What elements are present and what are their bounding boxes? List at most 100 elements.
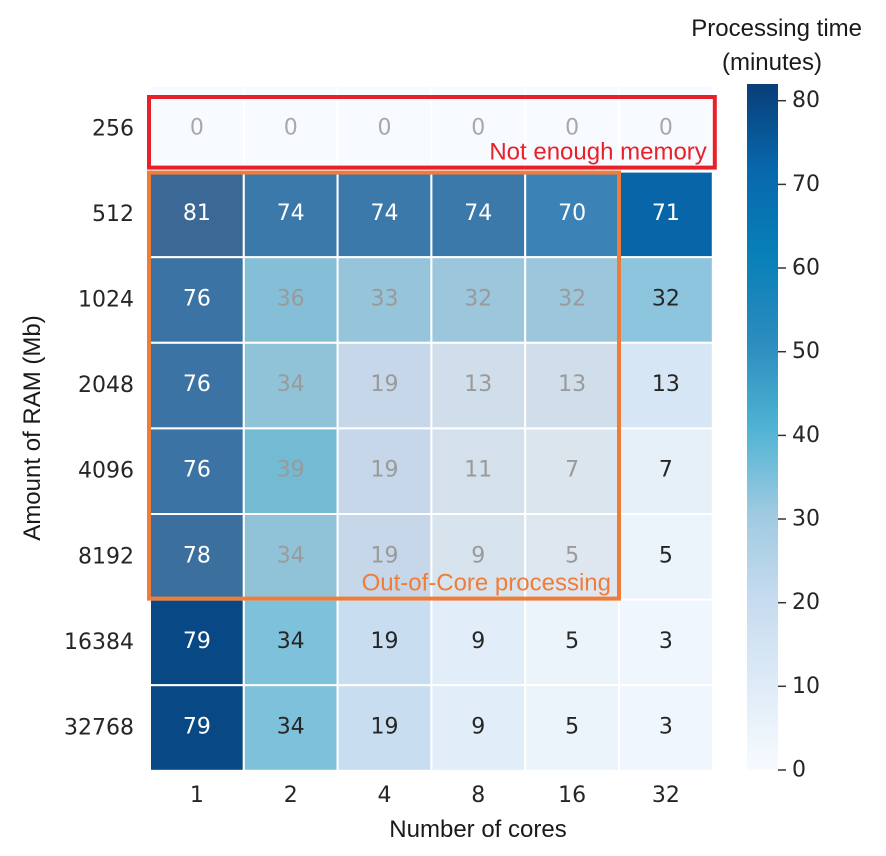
heatmap-cell [618, 427, 714, 515]
out-of-core-label: Out-of-Core processing [362, 570, 611, 597]
heatmap-cell-value: 9 [471, 629, 485, 654]
heatmap-cell-value: 13 [464, 372, 492, 397]
heatmap-cell [430, 684, 527, 772]
heatmap-cell [430, 427, 527, 515]
not-enough-memory-box [147, 95, 717, 170]
x-tick-labels: 1 2 4 8 16 32 [190, 783, 680, 808]
heatmap-cell [336, 427, 433, 515]
x-tick-label: 16 [558, 783, 586, 808]
heatmap-cell [524, 341, 621, 430]
heatmap-cell [149, 341, 245, 430]
colorbar-tick-label: 40 [792, 423, 820, 448]
y-tick-label: 2048 [78, 373, 134, 398]
heatmap-cell-value: 0 [378, 115, 392, 140]
heatmap-cell-value: 5 [565, 715, 579, 740]
y-tick-label: 512 [92, 202, 134, 227]
heatmap-cell-value: 79 [183, 629, 211, 654]
x-tick-label: 4 [378, 783, 392, 808]
y-axis-title: Amount of RAM (Mb) [19, 315, 46, 540]
colorbar-title-line1: Processing time [691, 15, 862, 42]
heatmap-cell-value: 70 [558, 201, 586, 226]
heatmap-cell-value: 76 [183, 287, 211, 312]
heatmap-cell-value: 32 [464, 287, 492, 312]
heatmap-cell-value: 19 [371, 715, 399, 740]
heatmap-cell-value: 81 [183, 201, 211, 226]
x-tick-label: 32 [652, 783, 680, 808]
x-tick-label: 2 [284, 783, 298, 808]
heatmap-cell [524, 256, 621, 344]
heatmap-cell [149, 684, 245, 772]
colorbar-ticks: 0 10 20 30 40 50 60 70 80 [778, 88, 820, 783]
heatmap-cell-value: 19 [371, 372, 399, 397]
y-tick-label: 8192 [78, 544, 134, 569]
heatmap-cell [524, 684, 621, 772]
y-tick-label: 32768 [64, 716, 134, 741]
heatmap-cell [430, 341, 527, 430]
heatmap-cell-value: 32 [652, 287, 680, 312]
heatmap-cell-value: 0 [284, 115, 298, 140]
heatmap-cell-value: 79 [183, 715, 211, 740]
heatmap-cell-value: 0 [190, 115, 204, 140]
heatmap-cell-value: 36 [277, 287, 305, 312]
heatmap-cell [242, 341, 339, 430]
heatmap-cell-value: 33 [371, 287, 399, 312]
heatmap-cell-value: 74 [464, 201, 492, 226]
out-of-core-box [147, 170, 621, 601]
heatmap-cell [618, 170, 714, 259]
heatmap-cell [336, 341, 433, 430]
annotation-boxes: Not enough memory Out-of-Core processing [147, 95, 717, 601]
y-tick-label: 16384 [64, 630, 134, 655]
colorbar-tick-label: 20 [792, 590, 820, 615]
heatmap-cell [336, 684, 433, 772]
heatmap-cell-value: 76 [183, 458, 211, 483]
heatmap-cell-value: 71 [652, 201, 680, 226]
heatmap-cell [618, 684, 714, 772]
colorbar-title-line2: (minutes) [722, 49, 822, 76]
heatmap-cell-value: 19 [371, 629, 399, 654]
heatmap-cell-value: 5 [659, 543, 673, 568]
heatmap-cell [149, 513, 245, 601]
heatmap-cell [149, 85, 245, 173]
colorbar: 0 10 20 30 40 50 60 70 80 Processing time (minut… [691, 15, 862, 783]
heatmap-cell-value: 34 [277, 372, 305, 397]
heatmap-cell-value: 13 [558, 372, 586, 397]
heatmap-cells [149, 85, 714, 772]
colorbar-tick-label: 70 [792, 172, 820, 197]
heatmap-cell [618, 85, 714, 173]
heatmap-cell [242, 256, 339, 344]
heatmap-cell-value: 5 [565, 543, 579, 568]
heatmap-cell-value: 34 [277, 543, 305, 568]
colorbar-tick-label: 30 [792, 507, 820, 532]
heatmap-cell-value: 3 [659, 629, 673, 654]
heatmap-cell-value: 0 [471, 115, 485, 140]
heatmap-cell-value: 19 [371, 458, 399, 483]
heatmap-cell-value: 13 [652, 372, 680, 397]
heatmap-cell-value: 0 [659, 115, 673, 140]
heatmap-cell [242, 170, 339, 259]
heatmap-cell-value: 32 [558, 287, 586, 312]
heatmap-cell-value: 39 [277, 458, 305, 483]
x-axis-title: Number of cores [389, 816, 566, 843]
colorbar-tick-label: 50 [792, 339, 820, 364]
y-tick-labels: 256 512 1024 2048 4096 8192 16384 32768 [64, 116, 134, 740]
heatmap-cell-value: 19 [371, 543, 399, 568]
x-tick-label: 8 [471, 783, 485, 808]
colorbar-gradient [747, 84, 778, 770]
colorbar-tick-label: 80 [792, 88, 820, 113]
heatmap-cell-value: 78 [183, 543, 211, 568]
heatmap-cell-value: 3 [659, 715, 673, 740]
heatmap-cell [618, 513, 714, 601]
heatmap-cell-value: 5 [565, 629, 579, 654]
heatmap-cell-value: 34 [277, 629, 305, 654]
colorbar-tick-label: 60 [792, 256, 820, 281]
heatmap-cell-value: 7 [565, 458, 579, 483]
y-tick-label: 256 [92, 116, 134, 141]
colorbar-tick-label: 0 [792, 758, 806, 783]
heatmap-cell-value: 74 [371, 201, 399, 226]
heatmap-cell [430, 170, 527, 259]
heatmap-cell-value: 34 [277, 715, 305, 740]
y-tick-label: 4096 [78, 459, 134, 484]
y-tick-label: 1024 [78, 288, 134, 313]
